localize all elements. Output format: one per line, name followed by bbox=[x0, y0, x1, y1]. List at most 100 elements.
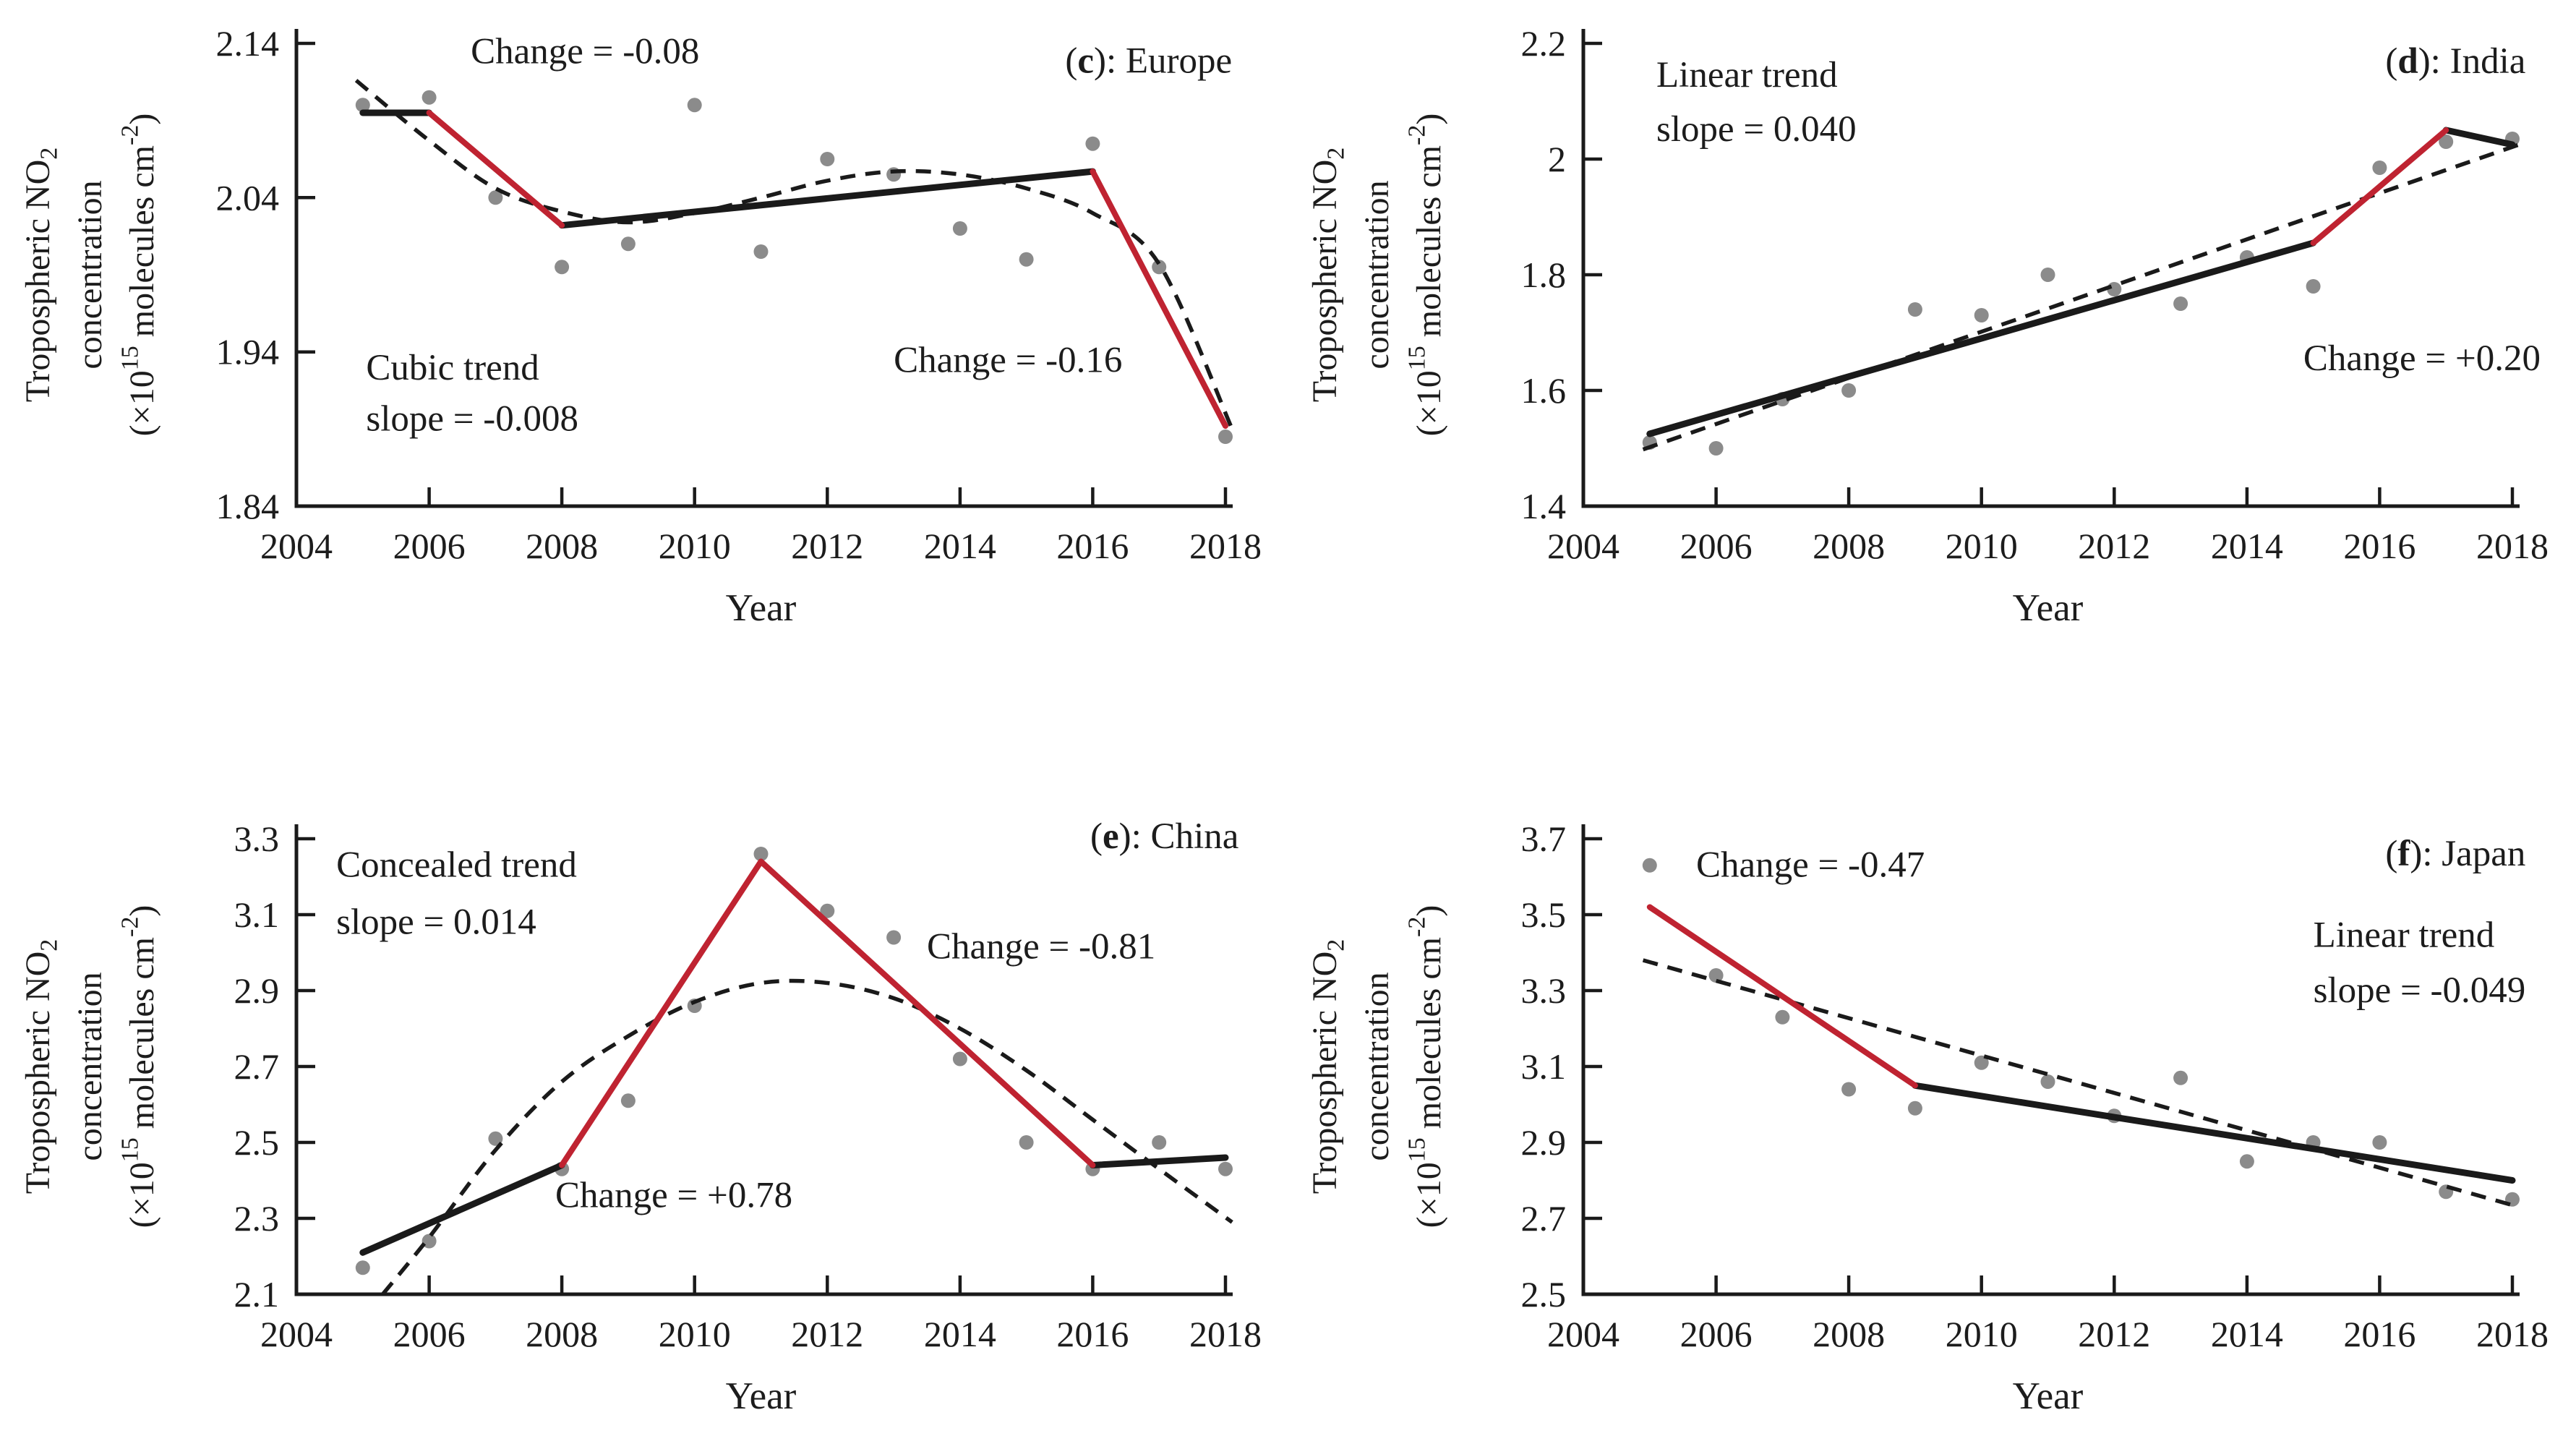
annotation-label: Concealed trend bbox=[336, 845, 577, 886]
data-point bbox=[488, 1131, 503, 1146]
data-point bbox=[355, 1260, 370, 1275]
data-point bbox=[1775, 1009, 1790, 1025]
y-tick-label: 2.04 bbox=[216, 177, 280, 218]
annotation-label: Change = -0.47 bbox=[1696, 845, 1925, 886]
x-tick-label: 2014 bbox=[924, 1314, 996, 1354]
y-tick-label: 2 bbox=[1548, 139, 1566, 179]
x-tick-label: 2006 bbox=[393, 1314, 466, 1354]
annotation-label: Linear trend bbox=[2314, 915, 2495, 956]
trend-line-segment bbox=[1646, 239, 2317, 437]
abrupt-change-segment bbox=[1090, 168, 1228, 429]
x-axis-title: Year bbox=[726, 1375, 797, 1417]
x-tick-label: 2012 bbox=[791, 1314, 863, 1354]
scatter-points bbox=[355, 90, 1233, 444]
x-tick-label: 2010 bbox=[659, 1314, 731, 1354]
panel-label: (d): India bbox=[2385, 41, 2525, 82]
y-axis-title-line: concentration bbox=[71, 180, 109, 369]
x-tick-label: 2014 bbox=[2211, 1314, 2283, 1354]
data-point bbox=[2173, 296, 2188, 311]
y-tick-label: 1.8 bbox=[1521, 255, 1567, 295]
x-tick-label: 2018 bbox=[1189, 526, 1262, 566]
data-point bbox=[555, 260, 570, 275]
x-tick-label: 2016 bbox=[2343, 1314, 2415, 1354]
data-point bbox=[2239, 1154, 2254, 1169]
data-point bbox=[1907, 302, 1922, 317]
y-tick-label: 2.7 bbox=[1521, 1198, 1567, 1239]
y-tick-label: 2.9 bbox=[1521, 1122, 1567, 1163]
trend-line-segment bbox=[1912, 1082, 2516, 1184]
data-point bbox=[687, 98, 702, 113]
y-axis-title-line: (×1015 molecules cm-2) bbox=[116, 905, 161, 1228]
x-tick-label: 2008 bbox=[1813, 1314, 1885, 1354]
annotation-label: Change = -0.16 bbox=[894, 340, 1122, 380]
x-tick-label: 2018 bbox=[2476, 526, 2549, 566]
panel-label: (f): Japan bbox=[2385, 834, 2525, 874]
axis-ticks bbox=[1581, 41, 2515, 508]
y-tick-label: 1.4 bbox=[1521, 486, 1567, 526]
x-tick-label: 2016 bbox=[2343, 526, 2415, 566]
data-point bbox=[422, 90, 437, 105]
axis-lines bbox=[294, 824, 1233, 1296]
abrupt-change-segment bbox=[426, 110, 565, 228]
x-axis-title: Year bbox=[2013, 587, 2084, 629]
annotation-label: slope = 0.040 bbox=[1656, 109, 1857, 150]
x-tick-label: 2006 bbox=[1680, 1314, 1753, 1354]
x-tick-label: 2006 bbox=[1680, 526, 1753, 566]
x-tick-label: 2018 bbox=[2476, 1314, 2549, 1354]
axes bbox=[1581, 29, 2520, 508]
y-tick-label: 3.3 bbox=[234, 818, 280, 859]
data-point bbox=[2372, 161, 2387, 175]
data-point bbox=[1085, 136, 1100, 151]
x-tick-label: 2012 bbox=[2078, 1314, 2150, 1354]
axis-ticks bbox=[294, 41, 1228, 508]
data-point bbox=[820, 152, 835, 166]
scatter-points bbox=[355, 847, 1233, 1275]
y-tick-label: 3.7 bbox=[1521, 818, 1567, 859]
axis-lines bbox=[1581, 824, 2520, 1296]
trend-line-segment bbox=[2442, 127, 2516, 148]
x-tick-label: 2010 bbox=[1946, 1314, 2018, 1354]
y-tick-label: 2.9 bbox=[234, 970, 280, 1011]
axes bbox=[294, 824, 1233, 1296]
abrupt-change-segment bbox=[2310, 127, 2449, 246]
abrupt-change-segment bbox=[559, 858, 764, 1168]
data-point bbox=[952, 1051, 967, 1067]
y-tick-label: 2.7 bbox=[234, 1046, 280, 1087]
annotation-label: Cubic trend bbox=[366, 348, 539, 388]
y-axis-title-line: Tropospheric NO2 bbox=[19, 939, 63, 1194]
x-axis-title: Year bbox=[726, 587, 797, 629]
y-tick-label: 1.94 bbox=[216, 332, 280, 372]
scatter-points bbox=[1642, 858, 2520, 1207]
data-point bbox=[2040, 1074, 2055, 1089]
y-tick-label: 3.5 bbox=[1521, 894, 1567, 935]
x-tick-label: 2004 bbox=[260, 1314, 333, 1354]
data-point bbox=[2306, 279, 2321, 294]
x-tick-label: 2016 bbox=[1056, 1314, 1129, 1354]
data-point bbox=[620, 236, 636, 252]
panel-label: (e): China bbox=[1090, 816, 1238, 857]
x-tick-label: 2012 bbox=[791, 526, 863, 566]
fitted-trend-curve bbox=[354, 79, 1234, 430]
axis-lines bbox=[1581, 29, 2520, 508]
y-axis-title-line: (×1015 molecules cm-2) bbox=[1403, 905, 1448, 1228]
data-point bbox=[1974, 1055, 1989, 1070]
axis-ticks bbox=[1581, 837, 2515, 1296]
data-point bbox=[1218, 429, 1233, 444]
data-point bbox=[1152, 260, 1167, 275]
x-tick-label: 2010 bbox=[1946, 526, 2018, 566]
data-point bbox=[2439, 134, 2454, 149]
abrupt-change-segment bbox=[1646, 904, 1918, 1089]
annotation-label: Linear trend bbox=[1656, 55, 1838, 95]
y-axis-title-line: (×1015 molecules cm-2) bbox=[1403, 114, 1448, 437]
y-tick-label: 1.6 bbox=[1521, 370, 1567, 411]
y-axis-title-line: concentration bbox=[71, 972, 109, 1161]
x-tick-label: 2008 bbox=[526, 526, 598, 566]
data-point bbox=[886, 930, 902, 945]
x-tick-label: 2016 bbox=[1056, 526, 1129, 566]
annotation-label: slope = -0.049 bbox=[2314, 970, 2526, 1011]
y-axis-title-line: Tropospheric NO2 bbox=[19, 148, 63, 403]
x-tick-label: 2010 bbox=[659, 526, 731, 566]
y-tick-label: 2.5 bbox=[1521, 1274, 1567, 1315]
